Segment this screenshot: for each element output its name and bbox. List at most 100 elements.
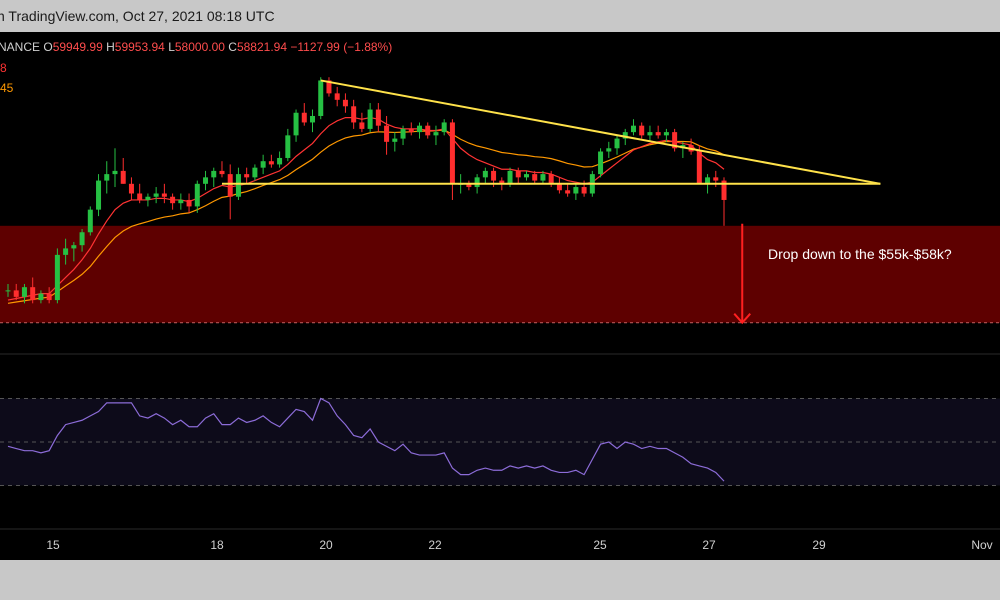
candle-body bbox=[170, 196, 176, 204]
candle-body bbox=[622, 132, 628, 139]
candle-body bbox=[573, 187, 579, 194]
candle-body bbox=[301, 112, 307, 123]
ema-slow-line bbox=[7, 129, 725, 304]
candle-body bbox=[491, 170, 497, 181]
candle-body bbox=[474, 177, 480, 188]
candle-body bbox=[425, 125, 431, 136]
candle-body bbox=[598, 151, 604, 175]
line-layer bbox=[221, 79, 881, 325]
candle-body bbox=[13, 290, 19, 297]
price-chart[interactable]: 15 18 20 22 25 27 29 Nov bbox=[0, 32, 1000, 560]
candle-body bbox=[532, 174, 538, 181]
candle-body bbox=[639, 125, 645, 136]
candle-body bbox=[334, 93, 340, 100]
rsi-layer bbox=[0, 353, 1000, 486]
candle-body bbox=[713, 177, 719, 181]
candle-body bbox=[655, 132, 661, 136]
close-value: 58821.94 bbox=[236, 40, 288, 54]
candle-body bbox=[433, 132, 439, 136]
axis-layer: 15 18 20 22 25 27 29 Nov bbox=[0, 528, 1000, 552]
candle-body bbox=[227, 174, 233, 197]
candle-body bbox=[384, 125, 390, 142]
candle-body bbox=[515, 170, 521, 178]
candle-body bbox=[540, 174, 546, 181]
projection-arrow-head bbox=[733, 313, 751, 325]
x-tick-label: 15 bbox=[46, 538, 60, 552]
legend-exchange: NANCE bbox=[0, 40, 41, 54]
candle-body bbox=[318, 80, 324, 116]
candle-body bbox=[630, 125, 636, 133]
candle-body bbox=[342, 99, 348, 107]
candle-body bbox=[565, 190, 571, 194]
candle-body bbox=[606, 148, 612, 152]
ohlc-legend: NANCE O59949.99 H59953.94 L58000.00 C588… bbox=[0, 40, 392, 54]
candle-body bbox=[63, 248, 69, 255]
candle-body bbox=[235, 174, 241, 197]
candle-body bbox=[482, 170, 488, 178]
candle-body bbox=[79, 232, 85, 246]
candle-body bbox=[400, 128, 406, 139]
candle-body bbox=[244, 174, 250, 178]
change-value: −1127.99 (−1.88%) bbox=[290, 40, 393, 54]
x-tick-label: 27 bbox=[702, 538, 716, 552]
candle-body bbox=[145, 196, 151, 200]
x-tick-label: 29 bbox=[812, 538, 826, 552]
candle-body bbox=[260, 161, 266, 168]
close-label: C bbox=[228, 40, 237, 54]
header-bar: n TradingView.com, Oct 27, 2021 08:18 UT… bbox=[0, 0, 1000, 32]
candle-body bbox=[219, 170, 225, 175]
x-tick-label: 18 bbox=[210, 538, 224, 552]
candle-layer bbox=[5, 77, 727, 304]
x-tick-label: 22 bbox=[428, 538, 442, 552]
candle-body bbox=[721, 180, 727, 200]
candle-body bbox=[161, 193, 167, 197]
low-value: 58000.00 bbox=[174, 40, 225, 54]
target-zone bbox=[0, 225, 1000, 323]
candle-body bbox=[310, 115, 316, 123]
x-tick-label: 20 bbox=[319, 538, 333, 552]
candle-body bbox=[417, 125, 422, 133]
resistance-trendline bbox=[320, 79, 881, 185]
candle-body bbox=[268, 161, 274, 165]
low-label: L bbox=[168, 40, 175, 54]
candle-body bbox=[367, 109, 373, 129]
candle-body bbox=[137, 193, 143, 200]
indicator-1-value: 8 bbox=[0, 61, 7, 75]
candle-body bbox=[153, 193, 159, 197]
x-tick-label: Nov bbox=[971, 538, 992, 552]
candle-body bbox=[5, 290, 11, 292]
candle-body bbox=[203, 177, 209, 184]
open-label: O bbox=[43, 40, 53, 54]
candle-body bbox=[351, 106, 357, 123]
candle-body bbox=[285, 135, 291, 158]
annotation-text: Drop down to the $55k-$58k? bbox=[768, 246, 952, 262]
candle-body bbox=[523, 174, 529, 178]
candle-body bbox=[441, 122, 447, 133]
rsi-line bbox=[7, 397, 725, 482]
candle-body bbox=[54, 254, 60, 301]
candle-body bbox=[293, 112, 299, 136]
ema-fast-line bbox=[7, 116, 725, 301]
bottom-bar bbox=[0, 560, 1000, 600]
candle-body bbox=[696, 151, 702, 184]
candle-body bbox=[104, 174, 110, 181]
x-tick-label: 25 bbox=[593, 538, 607, 552]
candle-body bbox=[466, 183, 472, 188]
candle-body bbox=[408, 128, 414, 133]
candle-body bbox=[277, 157, 283, 165]
candle-body bbox=[252, 167, 258, 178]
candle-body bbox=[359, 122, 365, 129]
candle-body bbox=[556, 183, 562, 191]
high-value: 59953.94 bbox=[114, 40, 165, 54]
candle-body bbox=[499, 180, 505, 184]
candle-body bbox=[449, 122, 455, 184]
candle-body bbox=[21, 287, 27, 297]
candle-body bbox=[614, 138, 620, 149]
ema-layer bbox=[7, 116, 725, 304]
open-value: 59949.99 bbox=[52, 40, 103, 54]
candle-body bbox=[375, 109, 381, 126]
candle-body bbox=[647, 132, 653, 136]
candle-body bbox=[705, 177, 711, 184]
candle-body bbox=[392, 138, 398, 142]
candle-body bbox=[30, 287, 36, 301]
